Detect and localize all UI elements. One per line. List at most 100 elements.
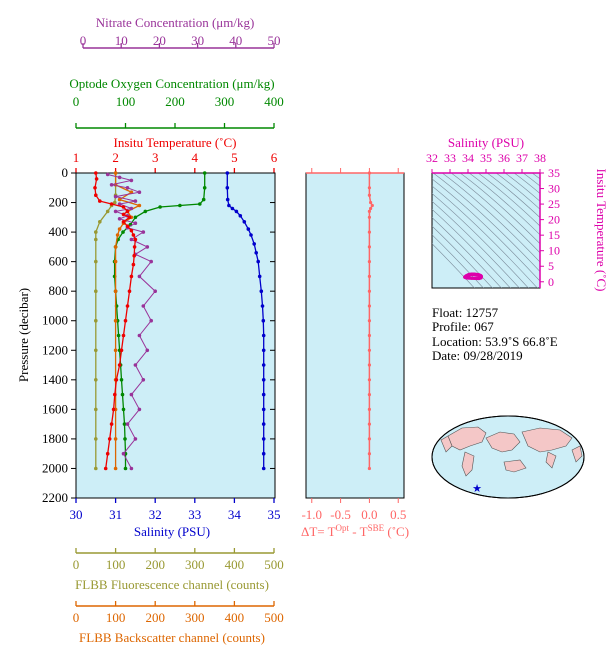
fluorescence-point: [105, 209, 110, 214]
float-location-marker: ★: [472, 483, 482, 495]
temperature-point: [111, 407, 116, 412]
ts-right-tick-label: 25: [548, 197, 560, 211]
salinity-point: [246, 227, 251, 231]
dt-label-sup2: SBE: [368, 523, 385, 533]
backscatter-tick-label: 400: [225, 610, 245, 625]
nitrate-tick-label: 40: [229, 33, 242, 48]
temperature-point: [132, 253, 136, 258]
dt-point: [367, 260, 371, 264]
oxygen-point: [119, 378, 124, 382]
temperature-point: [127, 215, 132, 220]
temperature-axis: Insitu Temperature (˚C) 1 2 3 4 5 6: [73, 135, 278, 173]
dt-tick-label: 0.5: [390, 507, 406, 522]
salinity-tick-label: 31: [109, 507, 122, 522]
backscatter-point: [117, 227, 122, 231]
nitrate-point: [141, 378, 146, 382]
salinity-point: [261, 451, 266, 456]
dt-label-mid: - T: [349, 524, 368, 539]
dt-point: [367, 422, 371, 426]
oxygen-tick-label: 200: [165, 94, 185, 109]
ts-top-tick-label: 33: [444, 151, 456, 165]
ts-point: [470, 272, 474, 276]
temperature-point: [123, 318, 128, 323]
ts-right-tick-label: 15: [548, 228, 560, 242]
temperature-point: [129, 228, 134, 233]
oxygen-point: [120, 392, 125, 397]
backscatter-axis: 0 100 200 300 400 500 FLBB Backscatter channe…: [73, 601, 284, 645]
ts-series: [463, 272, 484, 281]
temperature-point: [114, 378, 119, 382]
salinity-point: [249, 233, 253, 237]
backscatter-point: [113, 259, 118, 264]
dt-point: [367, 245, 371, 249]
oxygen-tick-label: 300: [215, 94, 235, 109]
dt-label-sup1: Opt: [336, 523, 350, 533]
nitrate-point: [137, 190, 142, 194]
temperature-point: [94, 193, 98, 197]
nitrate-point: [129, 392, 134, 397]
oxygen-point: [158, 205, 162, 209]
nitrate-point: [121, 451, 126, 456]
ts-plot-area: [431, 172, 541, 289]
fluorescence-tick-label: 200: [145, 557, 165, 572]
salinity-axis: 30 31 32 33 34 35 Salinity (PSU): [70, 498, 281, 539]
oxygen-point: [201, 197, 206, 202]
salinity-axis-label: Salinity (PSU): [134, 524, 210, 539]
salinity-point: [261, 392, 266, 397]
backscatter-axis-label: FLBB Backscatter channel (counts): [79, 630, 265, 645]
backscatter-tick-label: 100: [106, 610, 126, 625]
temperature-point: [129, 274, 134, 279]
salinity-point: [261, 407, 266, 412]
oxygen-point: [122, 422, 127, 426]
oxygen-tick-label: 100: [116, 94, 136, 109]
dt-point: [367, 230, 371, 234]
main-series: [93, 171, 266, 471]
float-id: Float: 12757: [432, 305, 499, 320]
ts-point: [472, 272, 476, 276]
temperature-point: [121, 205, 126, 209]
fluorescence-point: [94, 230, 98, 234]
salinity-point: [259, 289, 264, 294]
backscatter-point: [117, 197, 122, 202]
temperature-point: [98, 199, 102, 203]
nitrate-tick-label: 10: [115, 33, 128, 48]
nitrate-point: [141, 230, 146, 234]
temperature-tick-label: 6: [271, 150, 278, 165]
salinity-tick-label: 35: [268, 507, 281, 522]
profile-id: Profile: 067: [432, 319, 494, 334]
ts-right-label: Insitu Temperature (˚C): [594, 168, 609, 291]
temperature-tick-label: 3: [152, 150, 159, 165]
nitrate-point: [105, 172, 110, 177]
ts-top-label: Salinity (PSU): [448, 135, 524, 150]
dt-point: [370, 203, 374, 208]
dt-point: [367, 193, 371, 197]
dt-tick-label: 0.0: [361, 507, 377, 522]
pressure-tick-label: 1800: [42, 431, 68, 446]
salinity-tick-label: 34: [228, 507, 242, 522]
backscatter-point: [113, 245, 118, 249]
temperature-point: [132, 245, 137, 249]
nitrate-point: [149, 318, 153, 323]
dt-point: [367, 378, 371, 382]
fluorescence-tick-label: 400: [225, 557, 245, 572]
nitrate-point: [137, 274, 142, 279]
nitrate-point: [113, 209, 118, 214]
dt-point: [367, 209, 371, 213]
backscatter-tick-label: 200: [145, 610, 165, 625]
pressure-tick-label: 400: [49, 224, 69, 239]
dt-ticks: -1.0 -0.5 0.0 0.5: [301, 168, 406, 522]
dt-axis-label: ΔT= TOpt - TSBE (˚C): [301, 523, 409, 539]
ts-isopycnal: [432, 208, 511, 288]
dt-point: [367, 186, 371, 190]
dt-point: [367, 348, 371, 352]
dt-series: [367, 171, 374, 471]
nitrate-point: [129, 178, 134, 183]
nitrate-point: [153, 289, 157, 294]
oxygen-point: [121, 230, 125, 234]
backscatter-point: [113, 437, 118, 441]
pressure-ticks: 0 200 400 600 800 1000 1200 1400 1600 1800 2000 220…: [42, 165, 404, 505]
salinity-point: [256, 259, 261, 264]
float-info: Float: 12757 Profile: 067 Location: 53.9…: [432, 305, 558, 363]
salinity-point: [261, 378, 266, 382]
temperature-tick-label: 4: [192, 150, 199, 165]
